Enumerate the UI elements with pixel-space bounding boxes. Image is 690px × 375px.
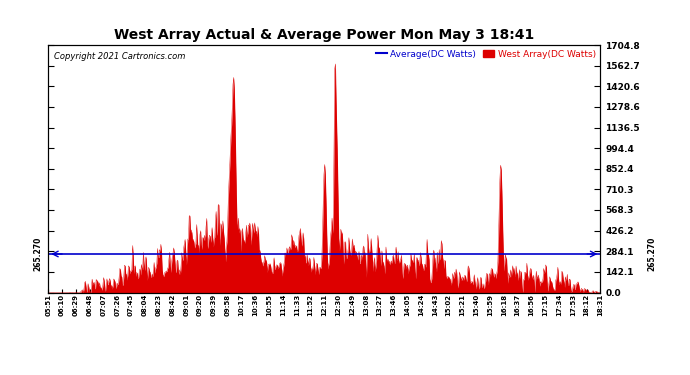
Legend: Average(DC Watts), West Array(DC Watts): Average(DC Watts), West Array(DC Watts) xyxy=(375,50,595,58)
Title: West Array Actual & Average Power Mon May 3 18:41: West Array Actual & Average Power Mon Ma… xyxy=(114,28,535,42)
Text: 265.270: 265.270 xyxy=(647,237,656,271)
Text: 265.270: 265.270 xyxy=(34,237,43,271)
Text: Copyright 2021 Cartronics.com: Copyright 2021 Cartronics.com xyxy=(54,53,185,62)
